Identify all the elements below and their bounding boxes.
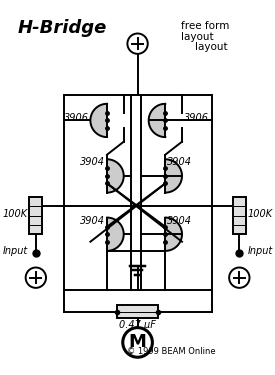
Text: layout: layout xyxy=(195,42,227,52)
Text: Input: Input xyxy=(248,246,273,256)
Text: Input: Input xyxy=(2,246,28,256)
Text: H-Bridge: H-Bridge xyxy=(17,19,107,37)
Text: 3906: 3906 xyxy=(184,113,209,123)
Text: 0.47 μF: 0.47 μF xyxy=(119,320,156,330)
Text: 3906: 3906 xyxy=(64,113,89,123)
Text: 3904: 3904 xyxy=(167,158,192,168)
Text: layout: layout xyxy=(181,32,214,42)
Bar xyxy=(29,197,42,234)
Bar xyxy=(64,96,211,290)
Polygon shape xyxy=(149,104,165,137)
Bar xyxy=(117,305,158,318)
Polygon shape xyxy=(90,104,107,137)
Polygon shape xyxy=(107,217,124,251)
Bar xyxy=(233,197,246,234)
Text: 3904: 3904 xyxy=(167,216,192,226)
Text: 100K: 100K xyxy=(2,209,28,219)
Polygon shape xyxy=(165,159,182,193)
Circle shape xyxy=(123,328,152,357)
Text: 3904: 3904 xyxy=(80,158,105,168)
Text: 3904: 3904 xyxy=(80,216,105,226)
Text: M: M xyxy=(129,333,147,351)
Text: © 1999 BEAM Online: © 1999 BEAM Online xyxy=(128,347,216,356)
Polygon shape xyxy=(165,217,182,251)
Text: 100K: 100K xyxy=(248,209,273,219)
Text: free form: free form xyxy=(181,21,229,32)
Polygon shape xyxy=(107,159,124,193)
